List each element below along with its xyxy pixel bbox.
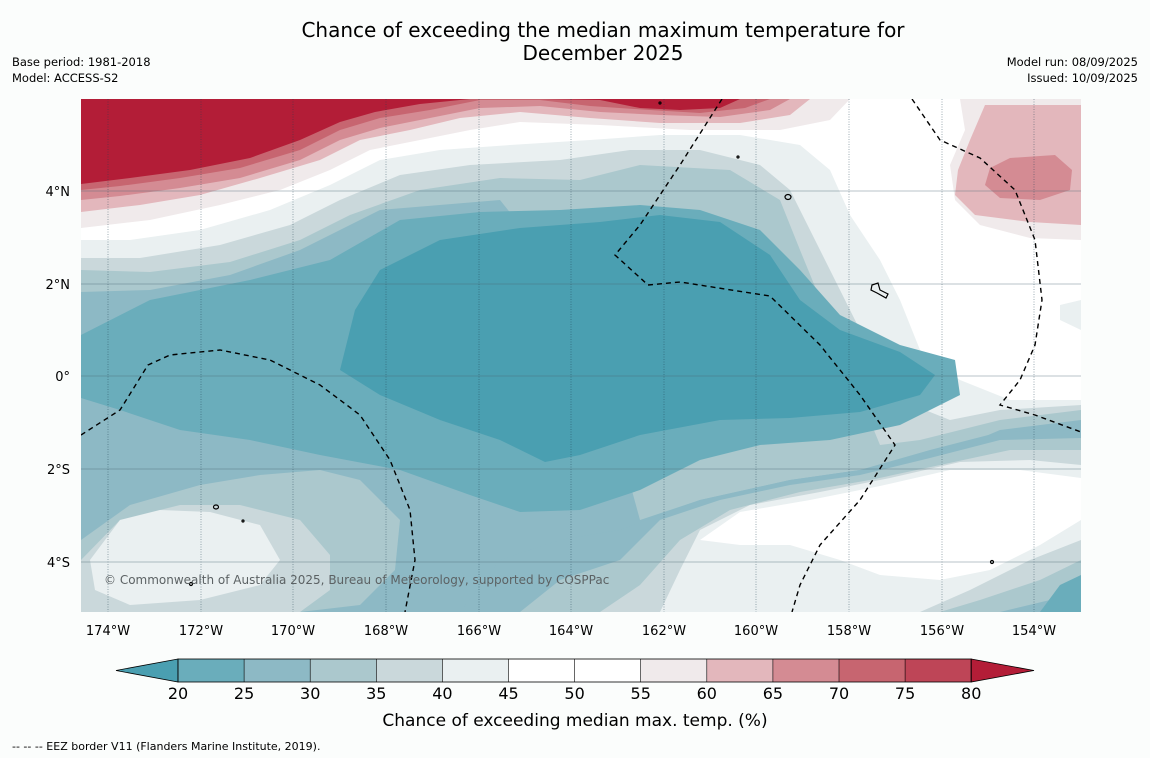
y-tick-label: 2°N <box>46 278 71 293</box>
colorbar-extend-low <box>115 658 179 683</box>
islands <box>188 101 995 587</box>
island-marker <box>188 581 194 587</box>
run-info: Model run: 08/09/2025 Issued: 10/09/2025 <box>1007 54 1138 86</box>
title-line-2: December 2025 <box>522 41 684 65</box>
colorbar-segment <box>839 659 906 682</box>
colorbar-tick-label: 60 <box>697 684 717 703</box>
x-tick-label: 156°W <box>920 624 964 639</box>
contour-below-20 <box>340 215 935 462</box>
colorbar-tick-label: 30 <box>300 684 320 703</box>
eez-border-central <box>614 99 896 612</box>
contour-70-75-east <box>985 155 1072 200</box>
island-marker <box>784 193 792 201</box>
model-name: Model: ACCESS-S2 <box>12 71 119 85</box>
colorbar-extend-high <box>970 658 1035 683</box>
colorbar-segment <box>508 659 576 682</box>
map-figure: © Commonwealth of Australia 2025, Bureau… <box>46 99 1081 731</box>
y-tick-label: 4°N <box>46 185 71 200</box>
probability-map <box>81 99 1081 612</box>
colorbar-tick-label: 25 <box>234 684 254 703</box>
model-run-date: Model run: 08/09/2025 <box>1006 55 1138 69</box>
x-tick-label: 168°W <box>364 624 408 639</box>
colorbar-tick-label: 45 <box>498 684 518 703</box>
x-tick-label: 174°W <box>86 624 130 639</box>
graticule <box>107 99 1035 612</box>
colorbar-tick-label: 40 <box>432 684 452 703</box>
issued-date: Issued: 10/09/2025 <box>1027 71 1138 85</box>
y-axis-labels: 4°N 2°N 0° 2°S 4°S <box>46 185 71 571</box>
colorbar-segment <box>574 659 642 682</box>
footnote: -- -- -- EEZ border V11 (Flanders Marine… <box>12 740 321 753</box>
contour-50-55-south <box>700 470 1081 580</box>
x-tick-label: 166°W <box>457 624 501 639</box>
x-tick-label: 154°W <box>1012 624 1056 639</box>
title-line-1: Chance of exceeding the median maximum t… <box>301 18 905 42</box>
colorbar-title: Chance of exceeding median max. temp. (%… <box>382 711 767 731</box>
eez-border-west <box>81 349 416 612</box>
y-tick-label: 4°S <box>47 556 70 571</box>
x-tick-label: 162°W <box>642 624 686 639</box>
x-tick-label: 172°W <box>179 624 223 639</box>
eez-borders <box>81 99 1081 612</box>
colorbar-segment <box>905 659 972 682</box>
island-marker <box>658 101 662 105</box>
colorbar-tick-label: 80 <box>961 684 981 703</box>
x-axis-labels: 174°W 172°W 170°W 168°W 166°W 164°W 162°… <box>86 624 1056 639</box>
island-marker <box>241 519 245 523</box>
y-tick-label: 2°S <box>47 463 70 478</box>
colorbar-segment <box>244 659 311 682</box>
colorbar-tick-label: 55 <box>631 684 651 703</box>
colorbar-segment <box>772 659 840 682</box>
colorbar-segment <box>706 659 774 682</box>
island-marker <box>736 155 740 159</box>
colorbar-segment <box>442 659 509 682</box>
x-tick-label: 170°W <box>271 624 315 639</box>
island-marker <box>212 504 220 510</box>
latitude-lines <box>81 190 1081 563</box>
colorbar-tick-label: 35 <box>366 684 386 703</box>
colorbar-tick-label: 50 <box>564 684 584 703</box>
copyright-notice: © Commonwealth of Australia 2025, Bureau… <box>104 573 609 587</box>
contour-45-50-sw <box>90 510 280 605</box>
contour-50-60 <box>81 99 1081 400</box>
island-marker <box>989 559 995 565</box>
colorbar-tick-label: 65 <box>763 684 783 703</box>
colorbar-segment <box>178 659 245 682</box>
colorbar-segment <box>310 659 377 682</box>
y-tick-label: 0° <box>55 370 70 385</box>
x-tick-label: 158°W <box>827 624 871 639</box>
eez-border-east <box>911 99 1081 433</box>
colorbar-tick-label: 20 <box>168 684 188 703</box>
x-tick-label: 160°W <box>734 624 778 639</box>
base-period: Base period: 1981-2018 <box>12 55 151 69</box>
colorbar-tick-label: 75 <box>895 684 915 703</box>
base-info: Base period: 1981-2018 Model: ACCESS-S2 <box>12 54 151 86</box>
colorbar-segment <box>376 659 443 682</box>
colorbar-segment <box>640 659 708 682</box>
island-marker <box>870 282 889 299</box>
chart-title: Chance of exceeding the median maximum t… <box>0 19 1150 65</box>
colorbar: 20 25 30 35 40 45 50 55 60 65 70 75 80 <box>115 658 1035 703</box>
x-tick-label: 164°W <box>549 624 593 639</box>
contour-80-plus <box>81 99 740 184</box>
colorbar-tick-label: 70 <box>829 684 849 703</box>
contour-25-30-se <box>1040 575 1081 612</box>
